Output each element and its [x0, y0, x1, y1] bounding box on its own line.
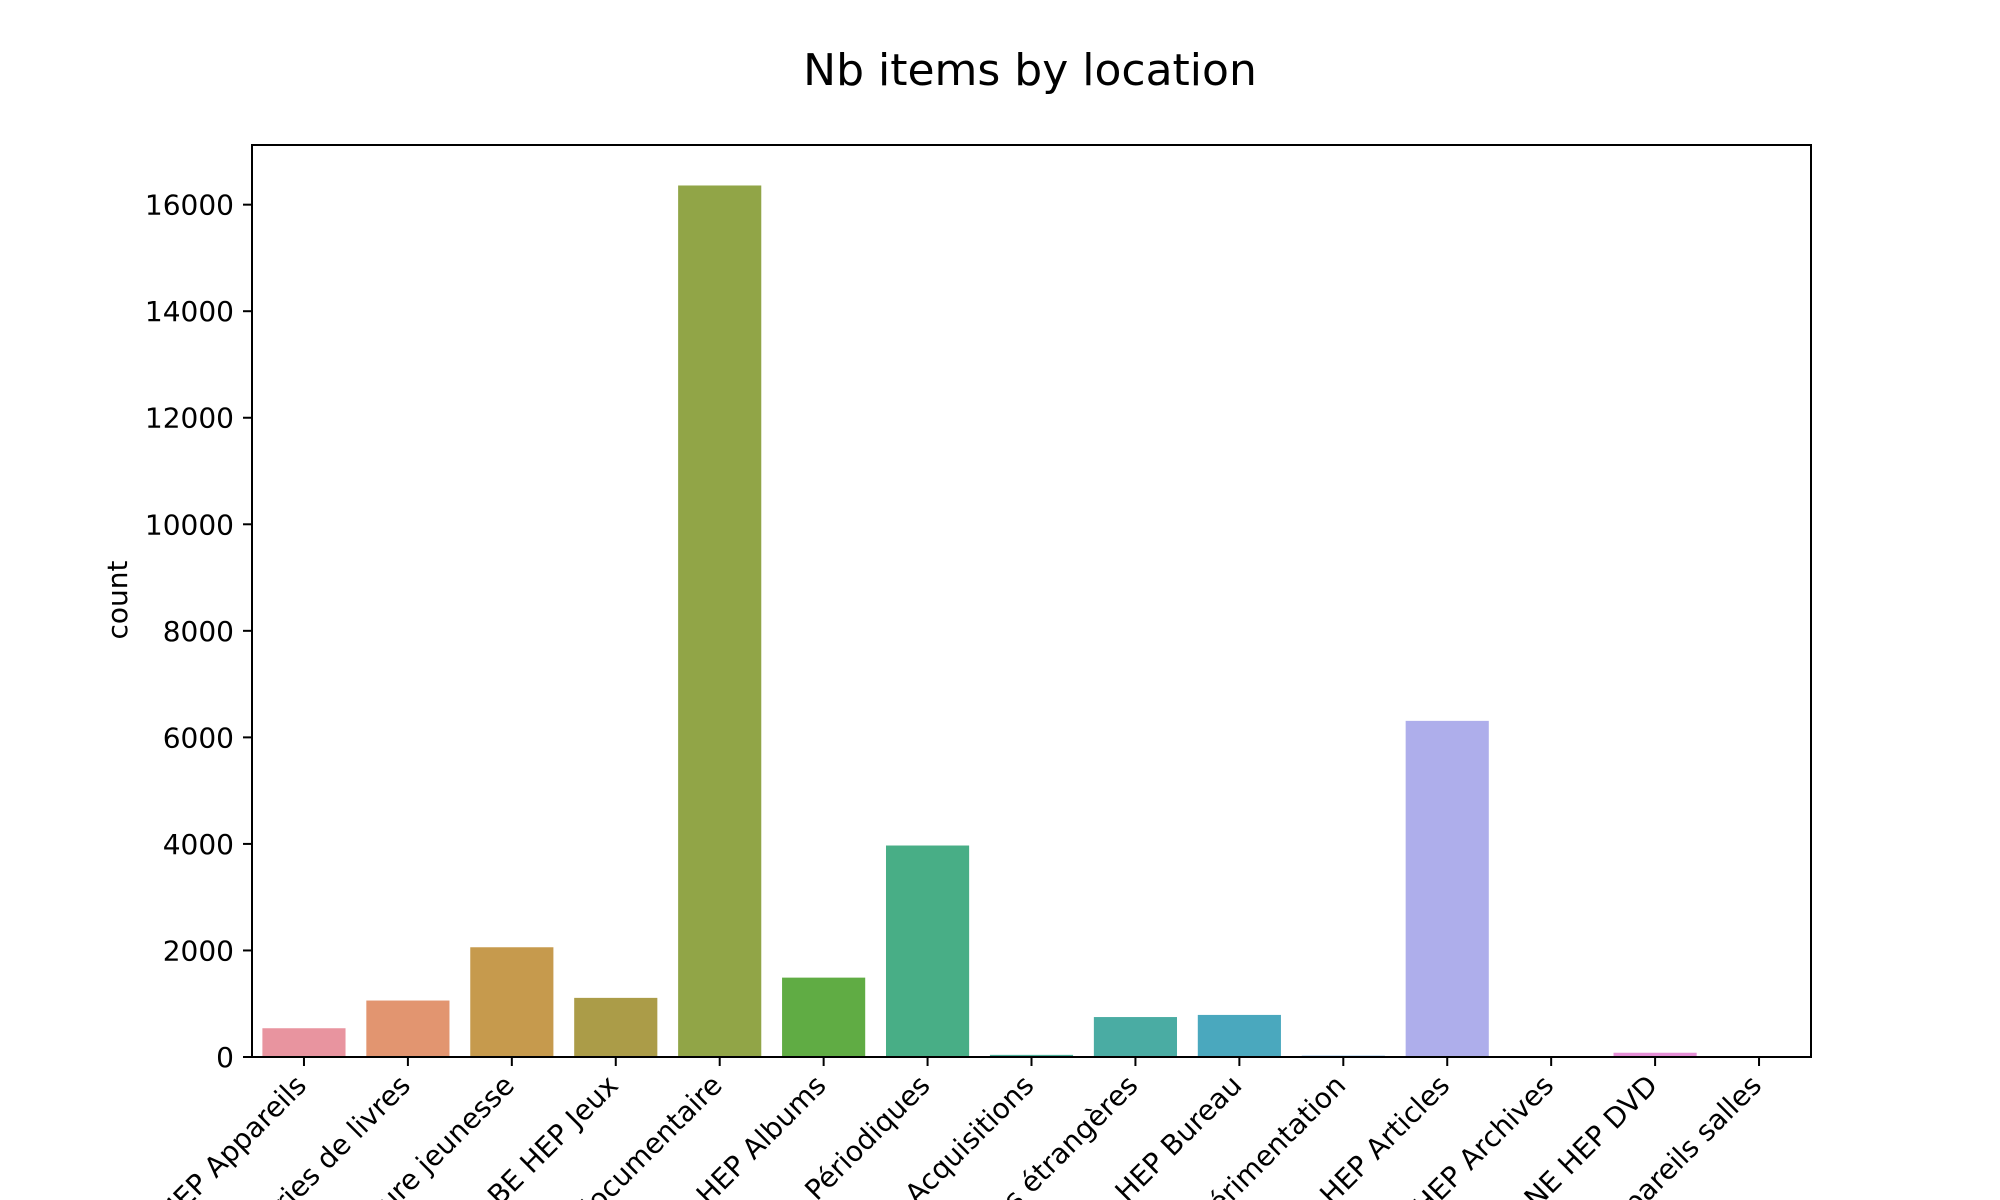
y-tick-label: 12000 — [145, 402, 234, 435]
y-tick-label: 0 — [216, 1041, 234, 1074]
y-tick-label: 6000 — [163, 721, 234, 754]
y-tick-label: 4000 — [163, 828, 234, 861]
plot-frame — [251, 144, 1812, 1058]
bar-4 — [574, 997, 658, 1057]
bar-12 — [1405, 720, 1489, 1057]
y-tick-label: 16000 — [145, 189, 234, 222]
bar-5 — [678, 185, 762, 1058]
chart-title: Nb items by location — [803, 45, 1257, 96]
y-axis-label: count — [101, 560, 134, 639]
bar-10 — [1197, 1014, 1281, 1057]
bar-14 — [1613, 1052, 1697, 1057]
bar-1 — [262, 1028, 346, 1057]
bars-group — [262, 185, 1801, 1058]
y-tick-label: 2000 — [163, 934, 234, 967]
y-tick-label: 10000 — [145, 508, 234, 541]
bar-2 — [366, 1000, 450, 1057]
y-tick-label: 8000 — [163, 615, 234, 648]
bar-9 — [1093, 1017, 1178, 1057]
bar-3 — [470, 947, 554, 1057]
y-axis: 0 2000 4000 6000 8000 10000 12000 14000 16000 — [145, 189, 252, 1074]
bar-8 — [989, 1054, 1074, 1057]
y-tick-label: 14000 — [145, 295, 234, 328]
bar-6 — [782, 977, 866, 1057]
bar-7 — [885, 845, 970, 1057]
